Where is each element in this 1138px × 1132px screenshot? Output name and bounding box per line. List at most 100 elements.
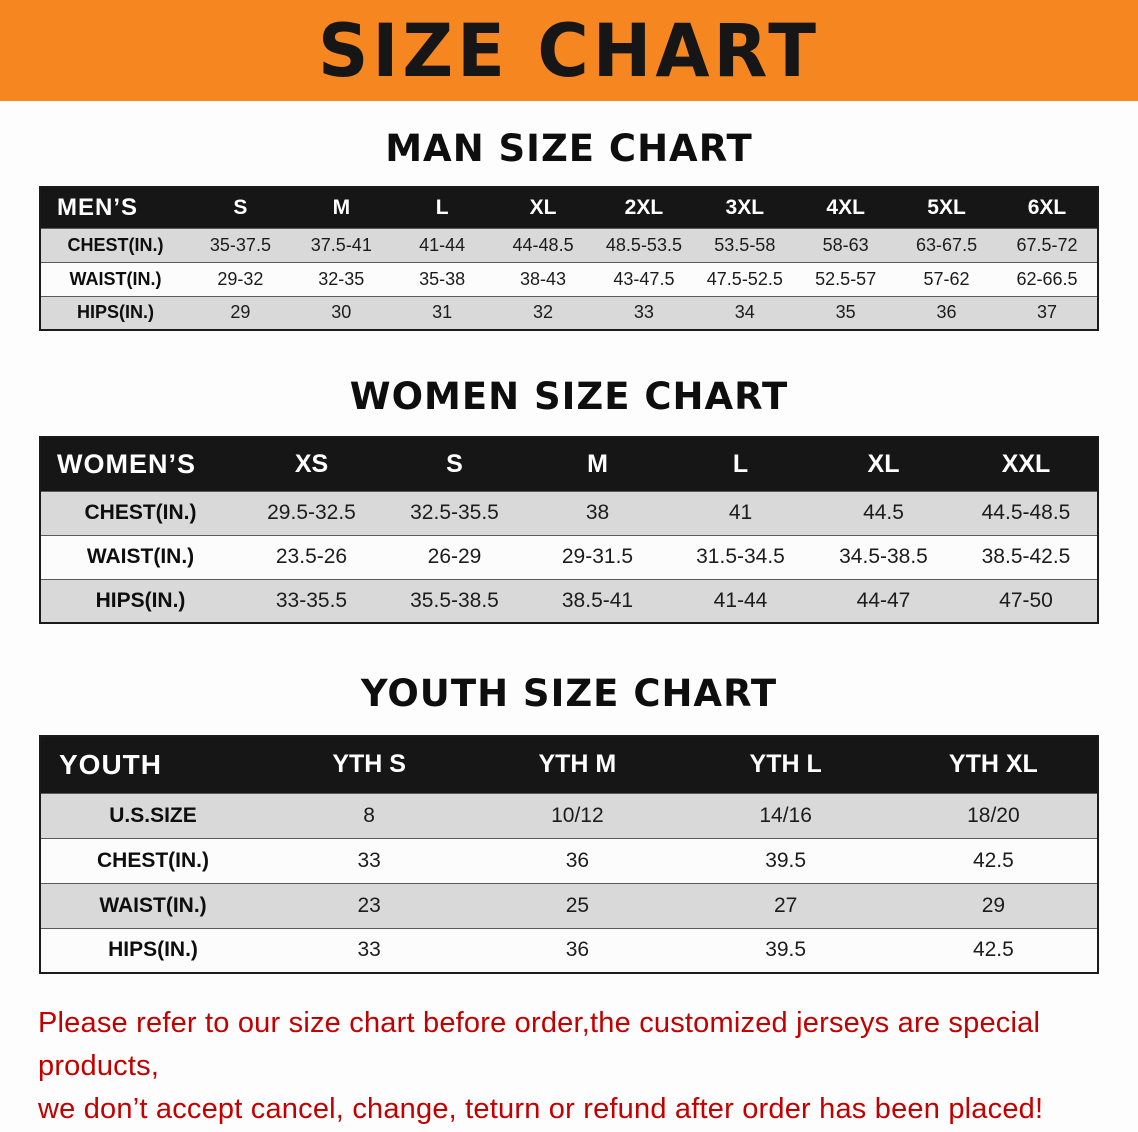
size-header-cell: L [669,437,812,491]
table-row: CHEST(IN.) 29.5-32.5 32.5-35.5 38 41 44.5 44.5… [40,491,1098,535]
men-section: MAN SIZE CHART MEN’S S M L XL 2XL 3XL 4XL 5XL 6XL… [0,101,1138,331]
table-row: CHEST(IN.) 35-37.5 37.5-41 41-44 44-48.5 48.5… [40,228,1098,262]
size-value-cell: 63-67.5 [916,234,978,255]
table-title-cell: WOMEN’S [40,437,240,491]
size-header-cell: M [290,187,392,228]
women-section-heading: WOMEN SIZE CHART [349,375,789,418]
size-value-cell: 39.5 [765,848,807,872]
table-row: WAIST(IN.) 23 25 27 29 [40,883,1098,928]
size-value-cell: 29 [230,302,251,323]
table-row: CHEST(IN.) 33 36 39.5 42.5 [40,838,1098,883]
measurement-label-cell: HIPS(IN.) [108,938,198,962]
size-value-cell: 29-31.5 [561,545,634,568]
size-header-cell: L [391,187,493,228]
disclaimer-note: Please refer to our size chart before or… [38,1002,1100,1131]
size-header-cell: XXL [955,437,1098,491]
size-header-cell: XL [492,187,594,228]
size-value-cell: 52.5-57 [815,268,877,289]
size-value-cell: 23 [357,893,381,917]
size-value-cell: 44-47 [856,588,911,612]
size-value-cell: 42.5 [972,938,1014,962]
size-header-cell: S [190,187,291,228]
size-value-cell: 18/20 [967,803,1020,827]
size-header-cell: YTH S [265,736,474,793]
table-row: WAIST(IN.) 29-32 32-35 35-38 38-43 43-47.5 47.… [40,262,1098,296]
size-value-cell: 38.5-42.5 [981,545,1071,568]
table-header-row: MEN’S S M L XL 2XL 3XL 4XL 5XL 6XL [40,187,1098,228]
size-value-cell: 8 [363,803,375,827]
size-header-cell: YTH M [473,736,682,793]
size-value-cell: 33-35.5 [275,588,348,612]
size-value-cell: 47.5-52.5 [706,268,783,289]
size-value-cell: 57-62 [923,268,970,289]
size-value-cell: 38.5-41 [561,588,634,612]
size-value-cell: 41-44 [419,234,466,255]
size-value-cell: 29.5-32.5 [267,501,356,524]
size-value-cell: 42.5 [972,848,1014,872]
size-value-cell: 44-48.5 [512,234,574,255]
size-header-cell: YTH XL [889,736,1098,793]
size-header-cell: XL [812,437,955,491]
size-header-cell: M [526,437,669,491]
measurement-label-cell: WAIST(IN.) [99,893,207,917]
page-title: SIZE CHART [317,7,821,94]
table-title-cell: YOUTH [40,736,265,793]
measurement-label-cell: CHEST(IN.) [67,234,164,255]
size-value-cell: 32-35 [318,268,365,289]
measurement-label-cell: WAIST(IN.) [86,545,195,568]
size-value-cell: 67.5-72 [1016,234,1078,255]
men-size-table: MEN’S S M L XL 2XL 3XL 4XL 5XL 6XL CHEST(IN.) 35-37… [39,186,1099,331]
measurement-label-cell: U.S.SIZE [109,803,197,827]
size-value-cell: 58-63 [822,234,869,255]
size-value-cell: 35.5-38.5 [410,588,499,612]
size-header-cell: 2XL [593,187,695,228]
size-value-cell: 35-37.5 [209,234,271,255]
size-value-cell: 29 [981,893,1006,917]
youth-section-heading: YOUTH SIZE CHART [360,672,778,715]
size-value-cell: 29-32 [217,268,264,289]
table-row: HIPS(IN.) 29 30 31 32 33 34 35 36 37 [40,296,1098,330]
women-section: WOMEN SIZE CHART WOMEN’S XS S M L XL XXL CHEST(… [0,331,1138,624]
table-row: WAIST(IN.) 23.5-26 26-29 29-31.5 31.5-34.5 34… [40,535,1098,579]
size-value-cell: 53.5-58 [714,234,776,255]
size-value-cell: 48.5-53.5 [605,234,682,255]
measurement-label-cell: HIPS(IN.) [95,588,186,612]
size-value-cell: 27 [773,893,798,917]
size-header-cell: YTH L [681,736,890,793]
table-header-row: WOMEN’S XS S M L XL XXL [40,437,1098,491]
size-value-cell: 41 [728,501,753,524]
size-value-cell: 38-43 [520,268,567,289]
size-chart-banner: SIZE CHART [0,0,1138,101]
size-value-cell: 41-44 [713,588,768,612]
men-section-heading: MAN SIZE CHART [385,127,753,170]
table-row: HIPS(IN.) 33-35.5 35.5-38.5 38.5-41 41-44 44-… [40,579,1098,623]
table-row: HIPS(IN.) 33 36 39.5 42.5 [40,928,1098,973]
size-value-cell: 31.5-34.5 [696,545,785,568]
table-title-cell: MEN’S [40,187,190,228]
size-value-cell: 44.5 [863,501,904,524]
youth-size-table: YOUTH YTH S YTH M YTH L YTH XL U.S.SIZE 8 10/12… [39,735,1099,974]
size-value-cell: 32.5-35.5 [410,501,499,524]
youth-section: YOUTH SIZE CHART YOUTH YTH S YTH M YTH L YTH… [0,624,1138,974]
size-value-cell: 31 [432,302,453,323]
size-header-cell: S [383,437,526,491]
size-value-cell: 14/16 [759,803,812,827]
table-row: U.S.SIZE 8 10/12 14/16 18/20 [40,793,1098,838]
size-value-cell: 37 [1036,302,1058,323]
size-value-cell: 35 [835,302,856,323]
size-value-cell: 34.5-38.5 [839,545,928,568]
size-header-cell: 4XL [795,187,897,228]
size-value-cell: 37.5-41 [310,234,372,255]
size-value-cell: 33 [357,848,381,872]
size-value-cell: 23.5-26 [275,545,348,568]
size-header-cell: 5XL [896,187,997,228]
size-value-cell: 62-66.5 [1016,268,1078,289]
size-value-cell: 43-47.5 [613,268,675,289]
size-value-cell: 30 [331,302,352,323]
size-value-cell: 39.5 [765,938,807,962]
size-value-cell: 35-38 [419,268,466,289]
size-value-cell: 26-29 [427,545,482,568]
disclaimer-line-2: we don’t accept cancel, change, teturn o… [38,1092,1044,1125]
size-value-cell: 38 [585,501,610,524]
